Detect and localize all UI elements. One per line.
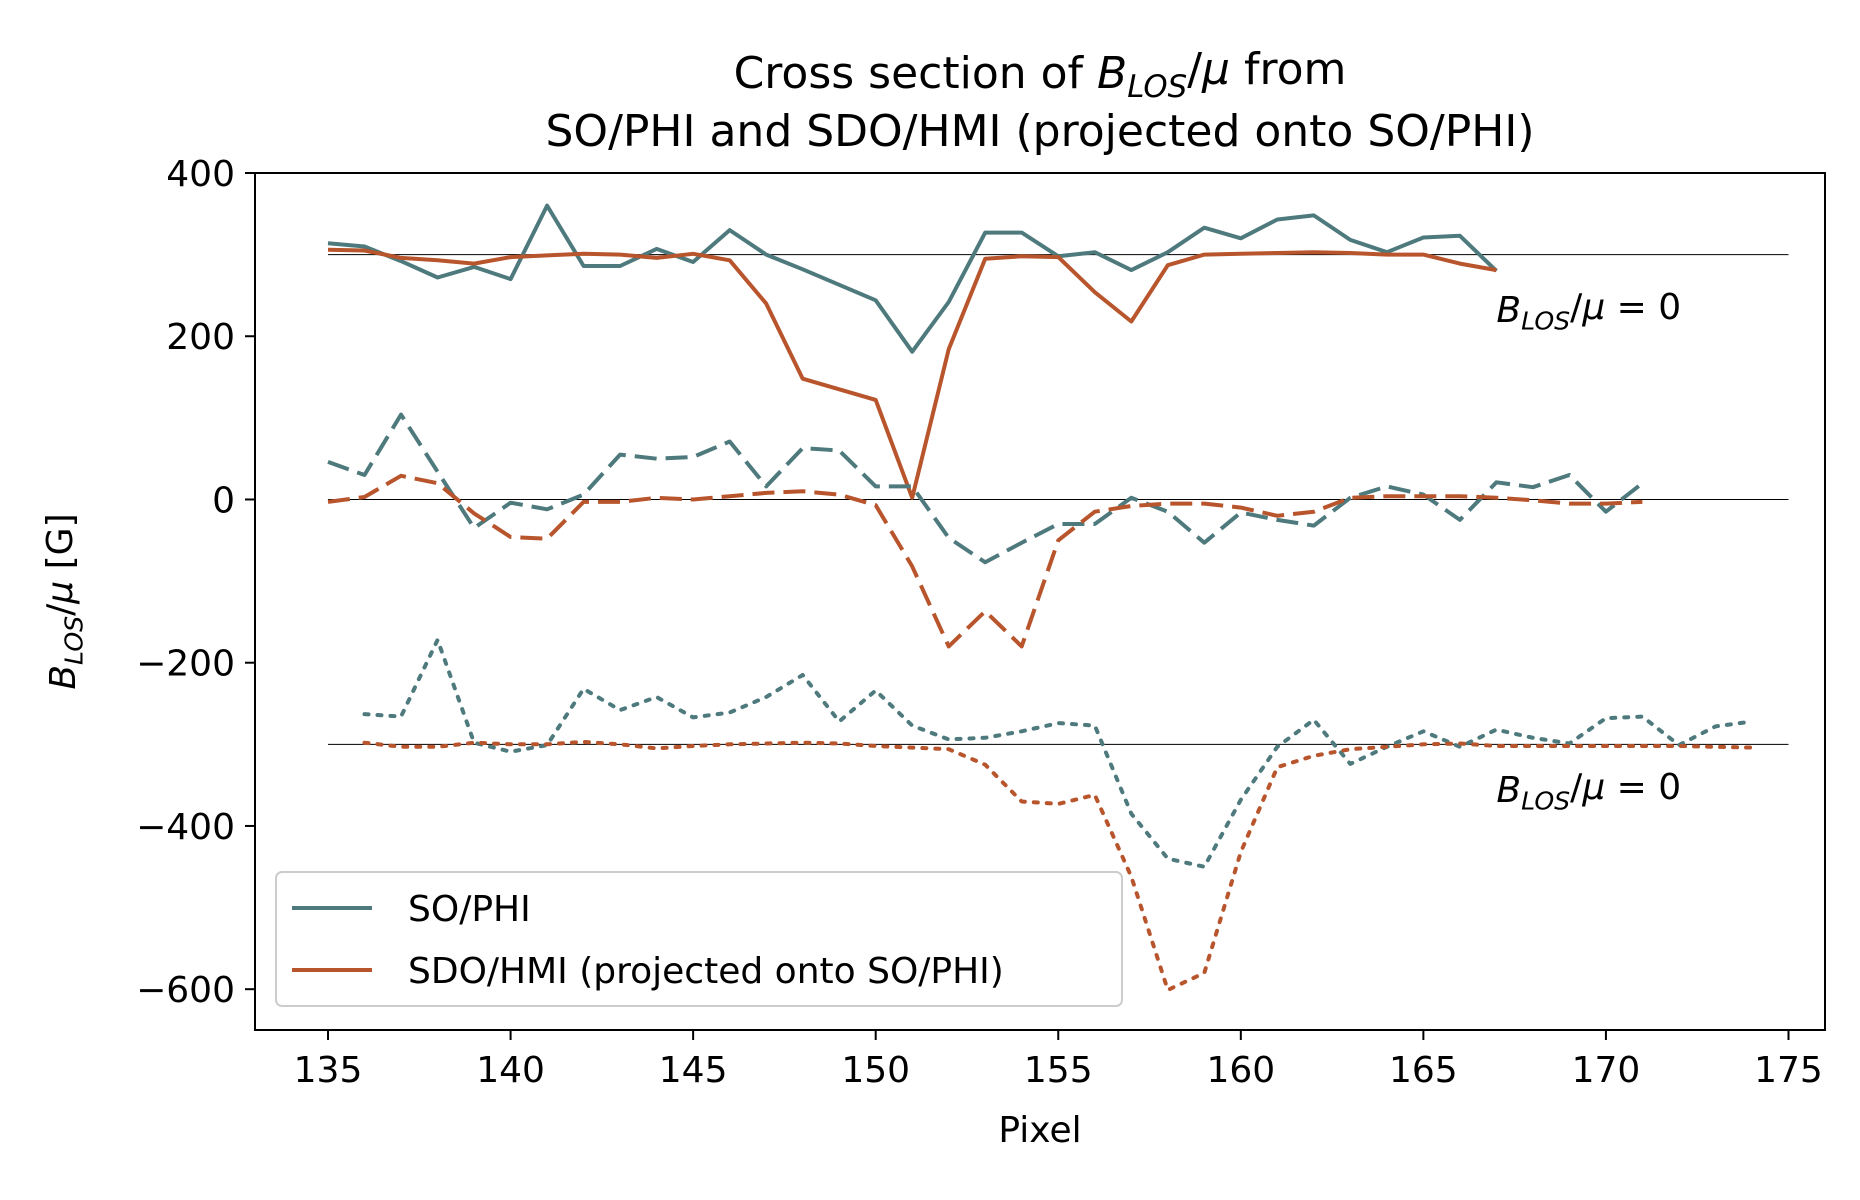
series-line-phi-solid (327, 203, 1498, 354)
y-tick-label: −200 (136, 644, 235, 685)
x-tick-label: 140 (476, 1050, 545, 1091)
y-tick-label: 200 (166, 317, 235, 358)
legend-label-hmi: SDO/HMI (projected onto SO/PHI) (408, 951, 1004, 992)
chart-title-line-1: Cross section of BLOS/μ from (734, 44, 1347, 105)
annotations: BLOS/μ = 0 BLOS/μ = 0 (1496, 287, 1681, 816)
y-tick-label: −400 (136, 807, 235, 848)
annotation-zero-label: BLOS/μ = 0 (1496, 287, 1681, 336)
x-tick-label: 155 (1024, 1050, 1093, 1091)
x-tick-label: 135 (294, 1050, 363, 1091)
y-tick-label: 400 (166, 154, 235, 195)
y-tick-label: −600 (136, 970, 235, 1011)
y-axis-label: BLOS/μ [G] (40, 513, 89, 689)
legend-label-phi: SO/PHI (408, 889, 531, 930)
x-tick-label: 165 (1389, 1050, 1458, 1091)
x-tick-label: 175 (1754, 1050, 1823, 1091)
series-line-hmi-dotted (362, 739, 1754, 992)
x-tick-label: 160 (1206, 1050, 1275, 1091)
y-axis-ticks: 400 200 0 −200 −400 −600 (136, 154, 255, 1011)
chart-title: Cross section of BLOS/μ from SO/PHI and … (546, 44, 1535, 157)
series-layer (327, 203, 1754, 992)
legend-box (275, 871, 1123, 1007)
series-line-phi-dashed (327, 412, 1644, 565)
legend: SO/PHI SDO/HMI (projected onto SO/PHI) (275, 871, 1123, 1007)
y-tick-label: 0 (212, 480, 235, 521)
x-tick-label: 150 (841, 1050, 910, 1091)
series-line-hmi-dashed (327, 473, 1643, 649)
plot-frame (254, 172, 1826, 1031)
x-tick-label: 145 (659, 1050, 728, 1091)
x-axis-ticks: 135 140 145 150 155 160 165 170 175 (294, 1030, 1823, 1091)
x-tick-label: 170 (1572, 1050, 1641, 1091)
series-line-phi-dotted (362, 637, 1754, 869)
series-line-hmi-solid (327, 247, 1497, 500)
chart-title-line-2: SO/PHI and SDO/HMI (projected onto SO/PH… (546, 106, 1535, 157)
x-axis-label: Pixel (998, 1110, 1081, 1151)
annotation-zero-label: BLOS/μ = 0 (1496, 767, 1681, 816)
